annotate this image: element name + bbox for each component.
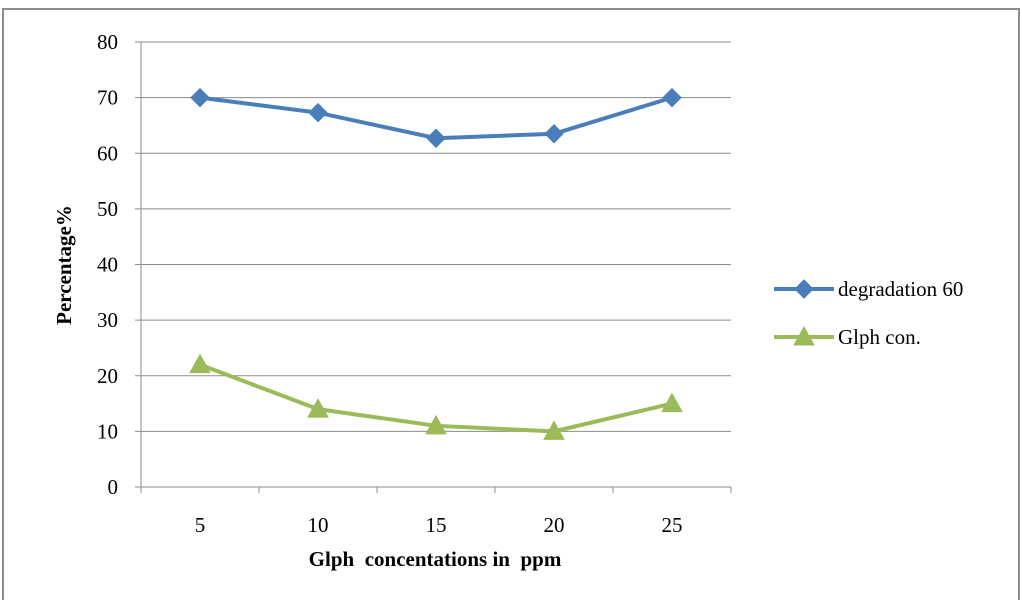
x-tick-label: 25: [662, 513, 683, 537]
data-point: [190, 87, 210, 108]
y-tick-label: 20: [97, 364, 118, 388]
legend-label: Glph con.: [838, 325, 921, 349]
data-point: [426, 128, 446, 148]
y-tick-labels: 0 10 20 30 40 50 60 70 80: [97, 30, 118, 499]
y-tick-label: 10: [97, 419, 118, 443]
legend-marker: [794, 279, 814, 299]
legend: degradation 60 Glph con.: [774, 277, 963, 349]
series-layer: [189, 87, 683, 440]
data-point: [308, 102, 328, 123]
legend-item: Glph con.: [774, 325, 921, 349]
x-tick-label: 10: [308, 513, 329, 537]
y-axis-label: Percentage%: [52, 205, 76, 325]
legend-marker: [793, 325, 815, 346]
chart-frame: [2, 8, 1020, 600]
data-point: [662, 87, 682, 108]
x-tick-labels: 5 10 15 20 25: [195, 513, 683, 537]
y-tick-label: 60: [97, 141, 118, 165]
series-1: [190, 87, 682, 148]
x-tick-label: 5: [195, 513, 206, 537]
data-point: [307, 398, 329, 418]
y-tick-label: 70: [97, 86, 118, 110]
y-tick-label: 30: [97, 308, 118, 332]
x-tick-label: 15: [426, 513, 447, 537]
legend-item: degradation 60: [774, 277, 963, 301]
data-point: [543, 420, 565, 440]
data-point: [425, 414, 447, 435]
data-point: [189, 353, 211, 374]
legend-label: degradation 60: [838, 277, 963, 301]
y-tick-label: 80: [97, 30, 118, 54]
y-tick-label: 0: [108, 475, 119, 499]
axes: [135, 41, 732, 493]
y-tick-label: 50: [97, 197, 118, 221]
data-point: [661, 392, 683, 413]
x-tick-label: 20: [544, 513, 565, 537]
data-point: [544, 124, 564, 144]
x-axis-label: Glph concentations in ppm: [309, 547, 562, 571]
y-tick-label: 40: [97, 253, 118, 277]
series-2: [189, 353, 683, 440]
